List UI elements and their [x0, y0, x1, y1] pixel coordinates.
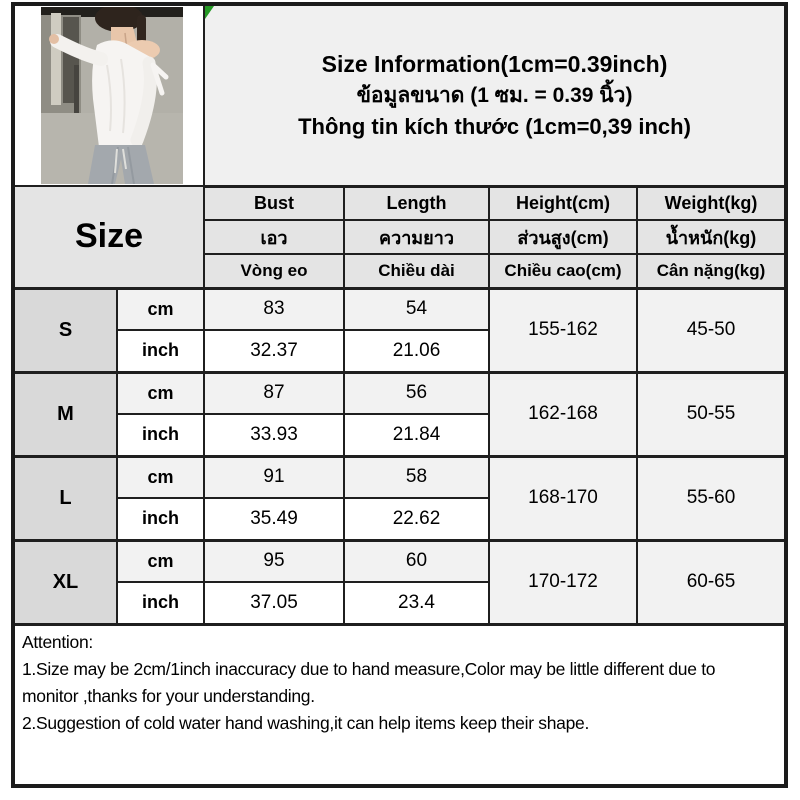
col-header-weight-th: น้ำหนัก(kg)	[636, 219, 787, 255]
size-chart: Size Information(1cm=0.39inch) ข้อมูลขนา…	[11, 2, 788, 788]
bust-value: 33.93	[203, 413, 345, 457]
length-value: 58	[343, 454, 490, 499]
col-header-length-th: ความยาว	[343, 219, 490, 255]
size-info-title: Size Information(1cm=0.39inch) ข้อมูลขนา…	[203, 3, 787, 188]
size-label-l: L	[12, 454, 118, 542]
bust-value: 95	[203, 538, 345, 583]
height-value: 170-172	[488, 538, 638, 626]
size-row-xl-inch: inch 37.05 23.4	[13, 581, 786, 625]
height-value: 162-168	[488, 370, 638, 458]
unit-label-cm: cm	[116, 538, 205, 583]
size-row-m-inch: inch 33.93 21.84	[13, 413, 786, 457]
size-label-m: M	[12, 370, 118, 458]
weight-value: 60-65	[636, 538, 787, 626]
col-header-length-vi: Chiều dài	[343, 253, 490, 290]
height-value: 168-170	[488, 454, 638, 542]
height-value: 155-162	[488, 286, 638, 374]
col-header-height-en: Height(cm)	[488, 185, 638, 221]
unit-label-cm: cm	[116, 370, 205, 415]
unit-label-inch: inch	[116, 497, 205, 541]
bust-value: 32.37	[203, 329, 345, 373]
bust-value: 87	[203, 370, 345, 415]
length-value: 56	[343, 370, 490, 415]
col-header-bust-vi: Vòng eo	[203, 253, 345, 290]
col-header-height-th: ส่วนสูง(cm)	[488, 219, 638, 255]
size-corner-label: Size	[12, 185, 205, 290]
col-header-weight-en: Weight(kg)	[636, 185, 787, 221]
length-value: 54	[343, 286, 490, 331]
col-header-bust-en: Bust	[203, 185, 345, 221]
corner-flag-icon	[205, 6, 214, 19]
col-header-length-en: Length	[343, 185, 490, 221]
title-line-th: ข้อมูลขนาด (1 ซม. = 0.39 นิ้ว)	[356, 83, 633, 107]
unit-label-cm: cm	[116, 454, 205, 499]
bust-value: 37.05	[203, 581, 345, 625]
length-value: 21.84	[343, 413, 490, 457]
col-header-weight-vi: Cân nặng(kg)	[636, 253, 787, 290]
size-row-s-inch: inch 32.37 21.06	[13, 329, 786, 373]
length-value: 21.06	[343, 329, 490, 373]
size-row-l-cm: L cm 91 58 168-170 55-60	[12, 454, 787, 542]
size-label-xl: XL	[12, 538, 118, 626]
attention-heading: Attention:	[22, 631, 93, 652]
weight-value: 50-55	[636, 370, 787, 458]
unit-label-inch: inch	[116, 581, 205, 625]
title-line-en: Size Information(1cm=0.39inch)	[321, 50, 668, 77]
unit-label-inch: inch	[116, 413, 205, 457]
unit-label-inch: inch	[116, 329, 205, 373]
size-row-m-cm: M cm 87 56 162-168 50-55	[12, 370, 787, 458]
col-header-height-vi: Chiều cao(cm)	[488, 253, 638, 290]
size-row-l-inch: inch 35.49 22.62	[13, 497, 786, 541]
bust-value: 35.49	[203, 497, 345, 541]
attention-note-2: 2.Suggestion of cold water hand washing,…	[22, 712, 590, 733]
title-line-vi: Thông tin kích thước (1cm=0,39 inch)	[298, 113, 691, 139]
attention-note-1: 1.Size may be 2cm/1inch inaccuracy due t…	[22, 658, 716, 706]
attention-notes: Attention: 1.Size may be 2cm/1inch inacc…	[12, 622, 787, 787]
product-photo-cell	[12, 3, 205, 187]
bust-value: 83	[203, 286, 345, 331]
length-value: 60	[343, 538, 490, 583]
size-chart-table: Size Information(1cm=0.39inch) ข้อมูลขนา…	[11, 2, 788, 788]
length-value: 23.4	[343, 581, 490, 625]
size-row-s-cm: S cm 83 54 155-162 45-50	[12, 286, 787, 374]
weight-value: 55-60	[636, 454, 787, 542]
size-row-xl-cm: XL cm 95 60 170-172 60-65	[12, 538, 787, 626]
product-photo	[41, 7, 183, 184]
bust-value: 91	[203, 454, 345, 499]
weight-value: 45-50	[636, 286, 787, 374]
col-header-bust-th: เอว	[203, 219, 345, 255]
length-value: 22.62	[343, 497, 490, 541]
size-label-s: S	[12, 286, 118, 374]
unit-label-cm: cm	[116, 286, 205, 331]
